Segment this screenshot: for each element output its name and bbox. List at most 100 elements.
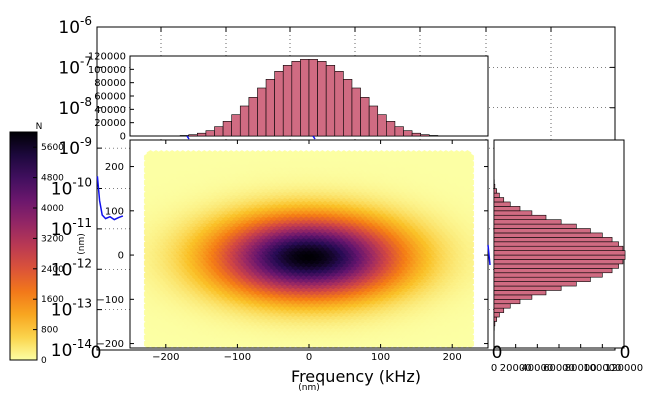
top-hist-bar <box>239 105 250 137</box>
colorbar-tick-label: 800 <box>41 326 58 336</box>
top-hist-bar <box>205 130 215 137</box>
top-hist-bar <box>274 71 284 137</box>
psd-y-tick-exponent: -8 <box>80 95 92 109</box>
psd-y-tick-exponent: -10 <box>72 176 92 190</box>
psd-y-tick-exponent: -6 <box>80 14 92 28</box>
top-hist-bar <box>188 134 198 137</box>
right-hist-bar <box>493 214 547 220</box>
top-hist-bar <box>248 97 258 137</box>
right-hist-bar <box>493 285 562 291</box>
right-hist-bar <box>493 223 577 229</box>
hexbin-x-tick-label: −200 <box>152 352 179 363</box>
right-hist-bar <box>493 321 496 327</box>
top-hist-y-tick-label: 100000 <box>88 65 126 76</box>
top-hist-y-tick-label: 20000 <box>94 118 126 129</box>
top-hist-y-tick-label: 80000 <box>94 78 126 89</box>
psd-y-tick-label: 10-13 <box>51 297 92 321</box>
top-hist-bar <box>300 59 310 137</box>
right-hist-bar <box>493 250 626 256</box>
psd-y-tick-label: 10-12 <box>51 256 92 280</box>
top-hist-y-tick-label: 0 <box>120 132 126 143</box>
top-hist-bar <box>197 132 207 137</box>
colorbar-title: N <box>36 122 43 132</box>
right-hist-bar <box>493 188 498 194</box>
top-hist-bar <box>368 105 379 137</box>
right-hist-bar <box>493 219 562 225</box>
top-hist-bar <box>291 61 301 137</box>
hexbin-y-tick-label: 100 <box>105 206 124 217</box>
right-hist-bar <box>493 276 591 282</box>
top-hist-bar <box>282 65 293 137</box>
right-hist-bar <box>493 290 547 296</box>
top-hist-bar <box>386 121 396 137</box>
right-hist-bar <box>493 312 500 318</box>
right-hist-bar <box>493 316 498 322</box>
psd-y-tick-exponent: -7 <box>80 54 92 68</box>
top-hist-bar <box>334 71 344 137</box>
top-hist-bar <box>394 126 404 137</box>
psd-y-tick-label: 10-10 <box>51 176 92 200</box>
right-hist-bar <box>493 206 521 212</box>
top-hist-y-tick-label: 40000 <box>94 105 126 116</box>
top-hist-bar <box>343 79 353 137</box>
hexbin-y-tick-label: 0 <box>118 251 124 262</box>
right-hist-bar <box>493 299 521 305</box>
psd-y-tick-exponent: -9 <box>80 135 92 149</box>
right-hist-bar <box>493 263 619 269</box>
right-hist-bar <box>493 228 591 234</box>
top-hist-bar <box>428 135 439 137</box>
psd-y-tick-exponent: -14 <box>72 337 92 351</box>
right-hist-bar <box>493 192 500 198</box>
right-hist-bar <box>493 254 626 260</box>
psd-y-tick-label: 10-8 <box>58 95 92 119</box>
psd-series-line <box>96 176 124 221</box>
top-hist-y-tick-label: 120000 <box>88 52 126 63</box>
right-hist-bar <box>493 232 603 238</box>
psd-x-tick-label: 0 <box>620 343 631 363</box>
top-hist-bar <box>403 130 413 137</box>
top-hist-bar <box>257 87 267 137</box>
right-hist-bar <box>493 210 533 216</box>
top-hist-bar <box>377 114 387 137</box>
right-hist-bar <box>493 183 496 189</box>
right-hist-bar <box>493 201 511 207</box>
top-hist-bar <box>360 97 370 137</box>
hexbin-x-tick-label: 200 <box>443 352 462 363</box>
top-hist-bar <box>351 87 361 137</box>
colorbar-tick-label: 4000 <box>41 204 64 214</box>
right-hist-x-tick-label: 120000 <box>605 363 643 374</box>
hexbin-y-tick-label: −100 <box>97 295 124 306</box>
top-histogram: 0 20000 40000 60000 80000 100000 120000 <box>88 52 489 143</box>
psd-x-axis-label: Frequency (kHz) <box>291 367 421 386</box>
psd-x-tick-label: 0 <box>91 343 102 363</box>
top-hist-y-tick-label: 60000 <box>94 92 126 103</box>
hexbin-x-tick-label: −100 <box>224 352 251 363</box>
top-hist-bar <box>411 132 421 137</box>
psd-x-tick-label: 0 <box>492 343 503 363</box>
colorbar-tick-label: 0 <box>41 356 47 366</box>
right-hist-x-tick-label: 0 <box>491 363 497 374</box>
right-hist-bar <box>493 294 533 300</box>
right-hist-bar <box>493 303 511 309</box>
hexbin-x-tick-label: 0 <box>306 352 312 363</box>
right-hist-bar <box>493 268 613 274</box>
right-hist-bar <box>493 272 603 278</box>
psd-y-tick-exponent: -12 <box>72 256 92 270</box>
psd-y-tick-label: 10-9 <box>58 135 92 159</box>
top-hist-bar <box>214 126 224 137</box>
colorbar-bar <box>9 131 38 361</box>
top-hist-bar <box>308 59 318 137</box>
right-hist-bar <box>493 237 613 243</box>
right-hist-bar <box>493 245 624 251</box>
top-hist-bar <box>317 61 327 137</box>
top-hist-bar <box>325 65 336 137</box>
top-hist-bar <box>222 121 232 137</box>
right-hist-bar <box>493 241 619 247</box>
psd-y-tick-exponent: -13 <box>72 297 92 311</box>
right-hist-bar <box>493 197 505 203</box>
hexbin-x-tick-label: 100 <box>371 352 390 363</box>
